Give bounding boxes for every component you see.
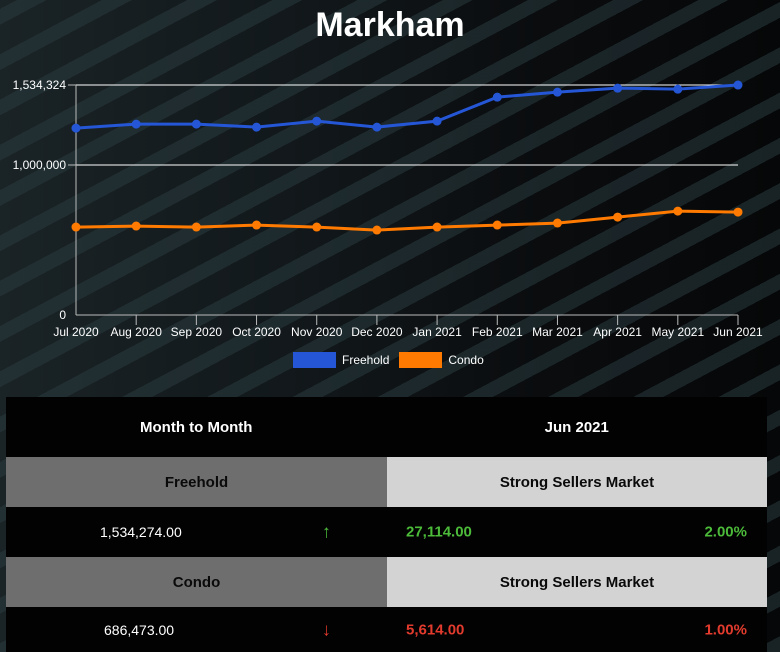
freehold-data-point[interactable] bbox=[71, 123, 81, 133]
arrow-down-icon: ↓ bbox=[322, 619, 331, 639]
condo-label-row: Condo Strong Sellers Market bbox=[6, 557, 767, 607]
condo-change: 5,614.00 bbox=[406, 621, 465, 638]
page-title: Markham bbox=[315, 6, 465, 44]
x-tick-label: Jul 2020 bbox=[53, 325, 99, 339]
freehold-data-point[interactable] bbox=[552, 87, 562, 97]
freehold-series-line bbox=[75, 83, 739, 130]
condo-series-points bbox=[71, 206, 743, 235]
condo-data-point[interactable] bbox=[432, 222, 442, 232]
y-tick-label: 0 bbox=[59, 308, 66, 322]
y-axis: 1,534,324 1,000,000 0 bbox=[13, 78, 738, 322]
property-type-condo: Condo bbox=[6, 557, 387, 607]
x-tick-label: Sep 2020 bbox=[171, 325, 223, 339]
x-tick-label: Feb 2021 bbox=[472, 325, 523, 339]
arrow-up-icon: ↑ bbox=[322, 521, 331, 542]
freehold-data-point[interactable] bbox=[432, 116, 442, 126]
property-type-freehold: Freehold bbox=[6, 457, 387, 507]
freehold-data-point[interactable] bbox=[191, 119, 201, 129]
legend-swatch-freehold[interactable] bbox=[293, 352, 336, 368]
y-tick-label: 1,534,324 bbox=[13, 78, 67, 92]
header-period: Jun 2021 bbox=[544, 418, 609, 436]
x-axis: Jul 2020 Aug 2020 Sep 2020 Oct 2020 Nov 2020… bbox=[53, 314, 763, 339]
condo-data-point[interactable] bbox=[613, 212, 623, 222]
y-tick-label: 1,000,000 bbox=[13, 158, 67, 172]
legend-label-freehold[interactable]: Freehold bbox=[342, 353, 390, 367]
freehold-data-point[interactable] bbox=[372, 122, 382, 132]
condo-data-point[interactable] bbox=[312, 222, 322, 232]
freehold-price: 1,534,274.00 bbox=[100, 524, 182, 540]
freehold-data-point[interactable] bbox=[252, 122, 262, 132]
condo-change-pct: 1.00% bbox=[704, 621, 747, 638]
x-tick-label: Nov 2020 bbox=[291, 325, 343, 339]
condo-data-point[interactable] bbox=[673, 206, 683, 216]
x-tick-label: May 2021 bbox=[651, 325, 704, 339]
freehold-change: 27,114.00 bbox=[406, 523, 472, 541]
condo-series-line bbox=[75, 209, 739, 232]
freehold-label-row: Freehold Strong Sellers Market bbox=[6, 457, 767, 507]
market-status-condo: Strong Sellers Market bbox=[387, 557, 767, 607]
header-month-to-month: Month to Month bbox=[140, 418, 253, 436]
x-tick-label: Jan 2021 bbox=[412, 325, 462, 339]
condo-data-point[interactable] bbox=[252, 220, 262, 230]
market-summary-table: Month to Month Jun 2021 Freehold Strong … bbox=[6, 397, 767, 652]
x-tick-label: Apr 2021 bbox=[593, 325, 642, 339]
x-tick-label: Aug 2020 bbox=[110, 325, 162, 339]
legend-label-condo[interactable]: Condo bbox=[448, 353, 484, 367]
freehold-data-point[interactable] bbox=[613, 83, 623, 93]
freehold-data-point[interactable] bbox=[673, 84, 683, 94]
condo-data-point[interactable] bbox=[372, 225, 382, 235]
x-tick-label: Dec 2020 bbox=[351, 325, 403, 339]
freehold-series-points bbox=[71, 80, 743, 133]
freehold-change-pct: 2.00% bbox=[704, 523, 747, 541]
freehold-data-point[interactable] bbox=[131, 119, 141, 129]
legend-swatch-condo[interactable] bbox=[399, 352, 443, 368]
condo-data-point[interactable] bbox=[552, 218, 562, 228]
condo-price: 686,473.00 bbox=[104, 621, 175, 638]
condo-data-point[interactable] bbox=[131, 221, 141, 231]
condo-data-point[interactable] bbox=[71, 222, 81, 232]
condo-data-point[interactable] bbox=[492, 220, 502, 230]
condo-values-row: 686,473.00 ↓ 5,614.00 1.00% bbox=[6, 607, 767, 652]
table-header-row: Month to Month Jun 2021 bbox=[6, 397, 767, 457]
freehold-data-point[interactable] bbox=[312, 116, 322, 126]
market-status-freehold: Strong Sellers Market bbox=[387, 457, 767, 507]
x-tick-label: Oct 2020 bbox=[232, 325, 281, 339]
price-line-chart: 1,534,324 1,000,000 0 Jul 2020 Aug 2020 Se… bbox=[13, 78, 763, 339]
x-tick-label: Mar 2021 bbox=[532, 325, 583, 339]
condo-data-point[interactable] bbox=[191, 222, 201, 232]
chart-legend: Freehold Condo bbox=[293, 352, 494, 368]
freehold-data-point[interactable] bbox=[492, 92, 502, 102]
x-tick-label: Jun 2021 bbox=[713, 325, 763, 339]
freehold-values-row: 1,534,274.00 ↑ 27,114.00 2.00% bbox=[6, 507, 767, 557]
condo-data-point[interactable] bbox=[733, 207, 743, 217]
freehold-data-point[interactable] bbox=[733, 80, 743, 90]
